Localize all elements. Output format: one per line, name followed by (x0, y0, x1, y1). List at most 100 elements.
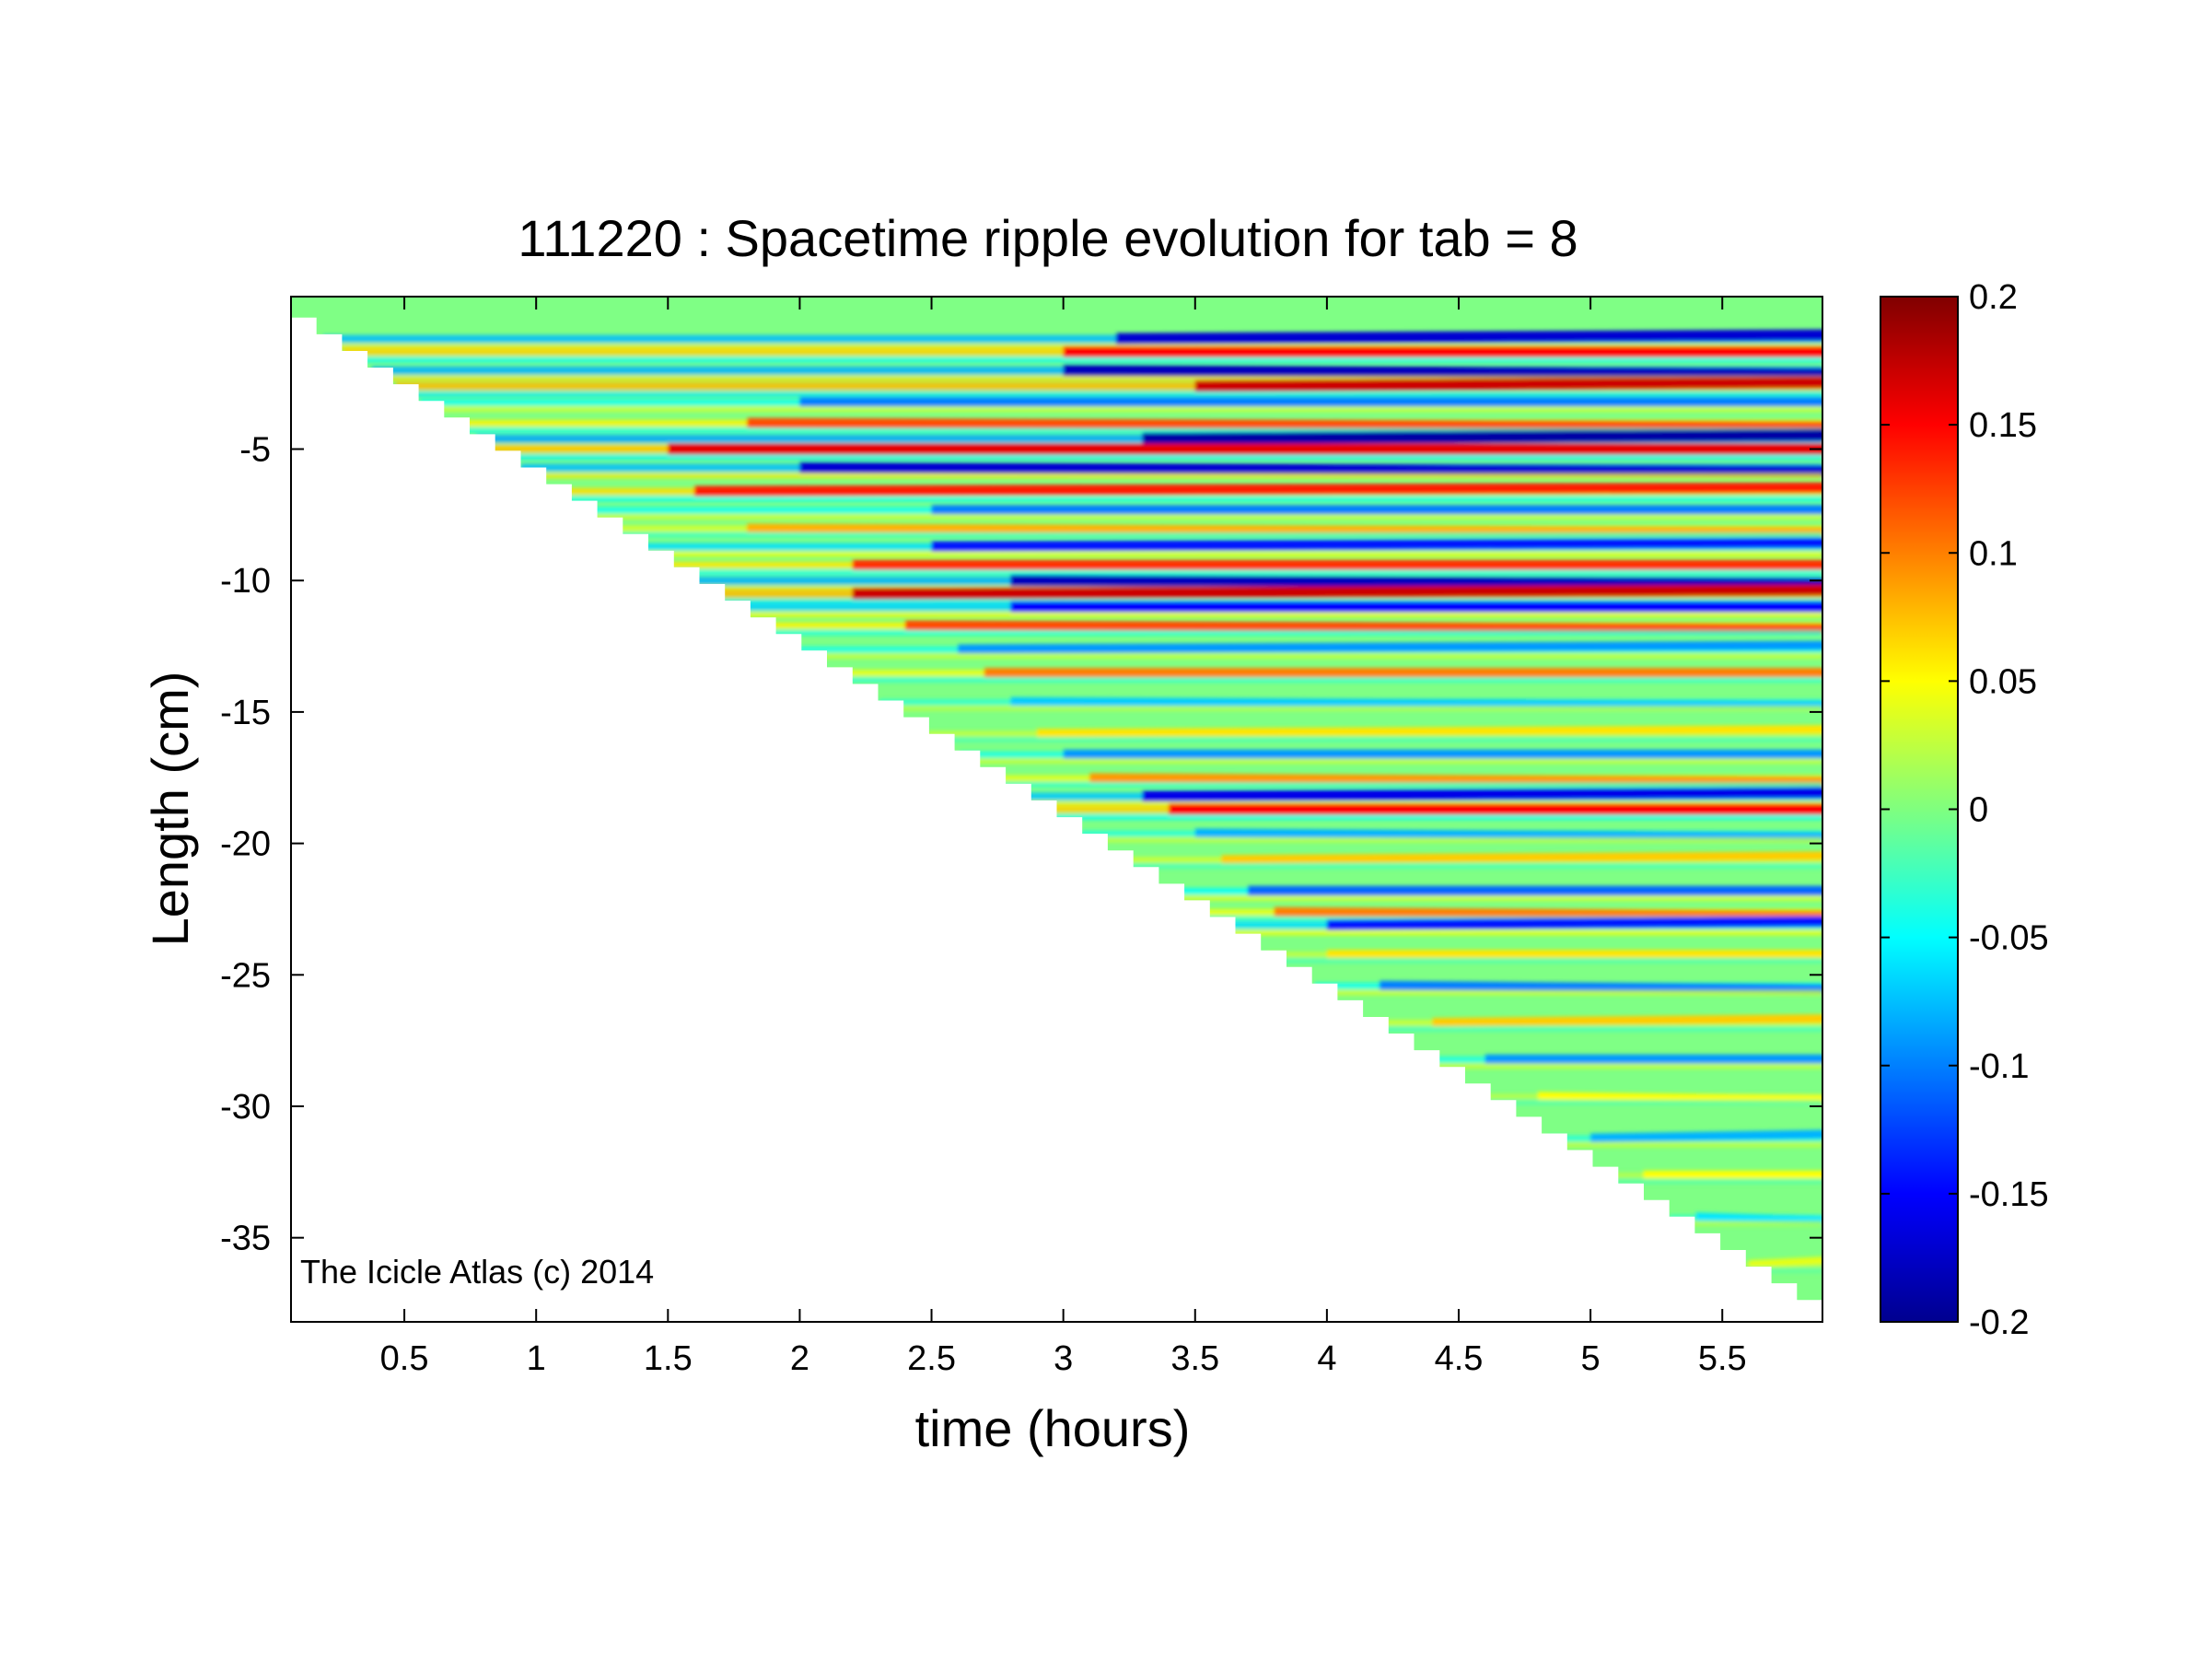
colorbar-tick-label: -0.15 (1969, 1175, 2049, 1214)
chart-title: 111220 : Spacetime ripple evolution for … (518, 209, 1578, 267)
ripple-band-halo (960, 758, 1822, 765)
ripple-band (1037, 725, 1822, 738)
y-tick-label: -25 (220, 956, 271, 995)
y-tick-label: -5 (239, 431, 271, 470)
ripple-band-halo (734, 612, 1822, 618)
ripple-band-halo (613, 532, 1822, 538)
ripple-band-halo (1080, 836, 1822, 843)
ripple-band (799, 461, 1822, 477)
ripple-band (931, 537, 1822, 552)
colorbar-tick-label: 0.1 (1969, 534, 2018, 573)
ripple-band (852, 584, 1822, 600)
plot-frame (290, 296, 1823, 1323)
ripple-band-halo (995, 782, 1822, 789)
ripple-band-halo (1044, 814, 1822, 821)
ripple-band-halo (420, 406, 1822, 413)
ripple-band (984, 668, 1822, 678)
ripple-band-halo (585, 514, 1822, 520)
ripple-band (1432, 1014, 1822, 1027)
x-tick-label: 3 (1054, 1339, 1073, 1378)
ripple-band-halo (1221, 929, 1822, 936)
ripple-band (1643, 1170, 1822, 1179)
ripple-band-halo (927, 737, 1822, 743)
ripple-band-lead (323, 334, 1822, 344)
ripple-band-halo (1370, 1026, 1822, 1033)
ripple-band-lead (395, 382, 1822, 391)
ripple-band (1194, 377, 1822, 392)
ripple-band (1748, 1256, 1822, 1268)
ripple-band (1326, 950, 1822, 958)
ripple-band-halo (343, 356, 1822, 363)
colorbar-tick-label: 0.05 (1969, 662, 2037, 701)
ripple-band-halo (798, 653, 1822, 660)
ripple-band (1590, 1129, 1822, 1142)
ripple-band-halo (1548, 1141, 1822, 1148)
y-tick-label: -15 (220, 694, 271, 732)
x-tick-label: 2 (790, 1339, 809, 1378)
colorbar-tick-label: 0.15 (1969, 406, 2037, 445)
y-tick-label: -30 (220, 1088, 271, 1127)
ripple-band-halo (1170, 895, 1822, 902)
ripple-band (1142, 428, 1822, 445)
colorbar-tick-label: -0.1 (1969, 1047, 2029, 1086)
ripple-band (1169, 803, 1822, 815)
ripple-band-halo (492, 454, 1822, 461)
ripple-band (1063, 346, 1822, 357)
ripple-band (1063, 749, 1822, 759)
ripple-band (852, 559, 1822, 570)
ripple-band-halo (1266, 957, 1822, 964)
y-tick-label: -20 (220, 825, 271, 864)
ripple-band (931, 505, 1822, 515)
ripple-band-halo (1741, 1268, 1822, 1274)
ripple-band (1484, 1054, 1822, 1064)
x-tick-label: 0.5 (380, 1339, 429, 1378)
ripple-band (1115, 329, 1822, 345)
colorbar-tick-label: -0.2 (1969, 1303, 2029, 1342)
colorbar-tick-label: -0.05 (1969, 919, 2049, 958)
ripple-band (1063, 364, 1822, 380)
ripple-band-halo (763, 630, 1822, 636)
ripple-band (668, 443, 1822, 455)
empty-region-mask (291, 317, 1822, 1322)
y-axis-label: Length (cm) (141, 672, 199, 947)
colorbar-tick-label: 0.2 (1969, 278, 2018, 317)
x-tick-label: 1 (527, 1339, 546, 1378)
ripple-band-halo (1121, 863, 1822, 870)
ripple-band (799, 397, 1822, 407)
ripple-band-halo (452, 427, 1822, 434)
ripple-band (1010, 602, 1822, 613)
y-tick-label: -10 (220, 562, 271, 601)
ripple-band (1326, 916, 1822, 930)
ripple-band-halo (1314, 989, 1822, 996)
ripple-band (1142, 787, 1822, 802)
x-tick-label: 5 (1581, 1339, 1601, 1378)
colorbar-ticks: 0.2 0.15 0.1 0.05 0 -0.05 -0.1 -0.15 -0.2 (1880, 278, 2049, 1342)
ripple-band-halo (1604, 1178, 1822, 1185)
x-tick-label: 4.5 (1435, 1339, 1484, 1378)
y-axis: -5 -10 -15 -20 -25 -30 -35 (220, 431, 1822, 1258)
x-axis: 0.5 1 1.5 2 2.5 3 3.5 4 4.5 5 5.5 (380, 297, 1747, 1378)
ripple-band (958, 640, 1822, 654)
ripple-band-halo (879, 706, 1822, 711)
x-tick-label: 3.5 (1170, 1339, 1219, 1378)
ripple-band-halo (556, 496, 1822, 502)
x-tick-label: 2.5 (907, 1339, 956, 1378)
ripple-band-halo (1427, 1063, 1822, 1069)
ripple-band-halo (395, 391, 1822, 398)
ripple-band-group (323, 329, 1822, 1274)
ripple-band-halo (1669, 1221, 1822, 1227)
ripple-band-halo (1484, 1099, 1822, 1105)
ripple-band-halo (371, 376, 1822, 382)
ripple-band (693, 482, 1822, 497)
ripple-band (1248, 885, 1822, 896)
y-tick-label: -35 (220, 1220, 271, 1258)
ripple-band-halo (520, 473, 1822, 479)
ripple-band (1221, 851, 1822, 864)
x-tick-label: 5.5 (1698, 1339, 1747, 1378)
x-axis-label: time (hours) (915, 1399, 1191, 1457)
colorbar-tick-label: 0 (1969, 791, 1988, 830)
x-tick-label: 1.5 (644, 1339, 693, 1378)
x-tick-label: 4 (1317, 1339, 1336, 1378)
ripple-band-halo (669, 569, 1822, 576)
colorbar (1880, 296, 1959, 1323)
